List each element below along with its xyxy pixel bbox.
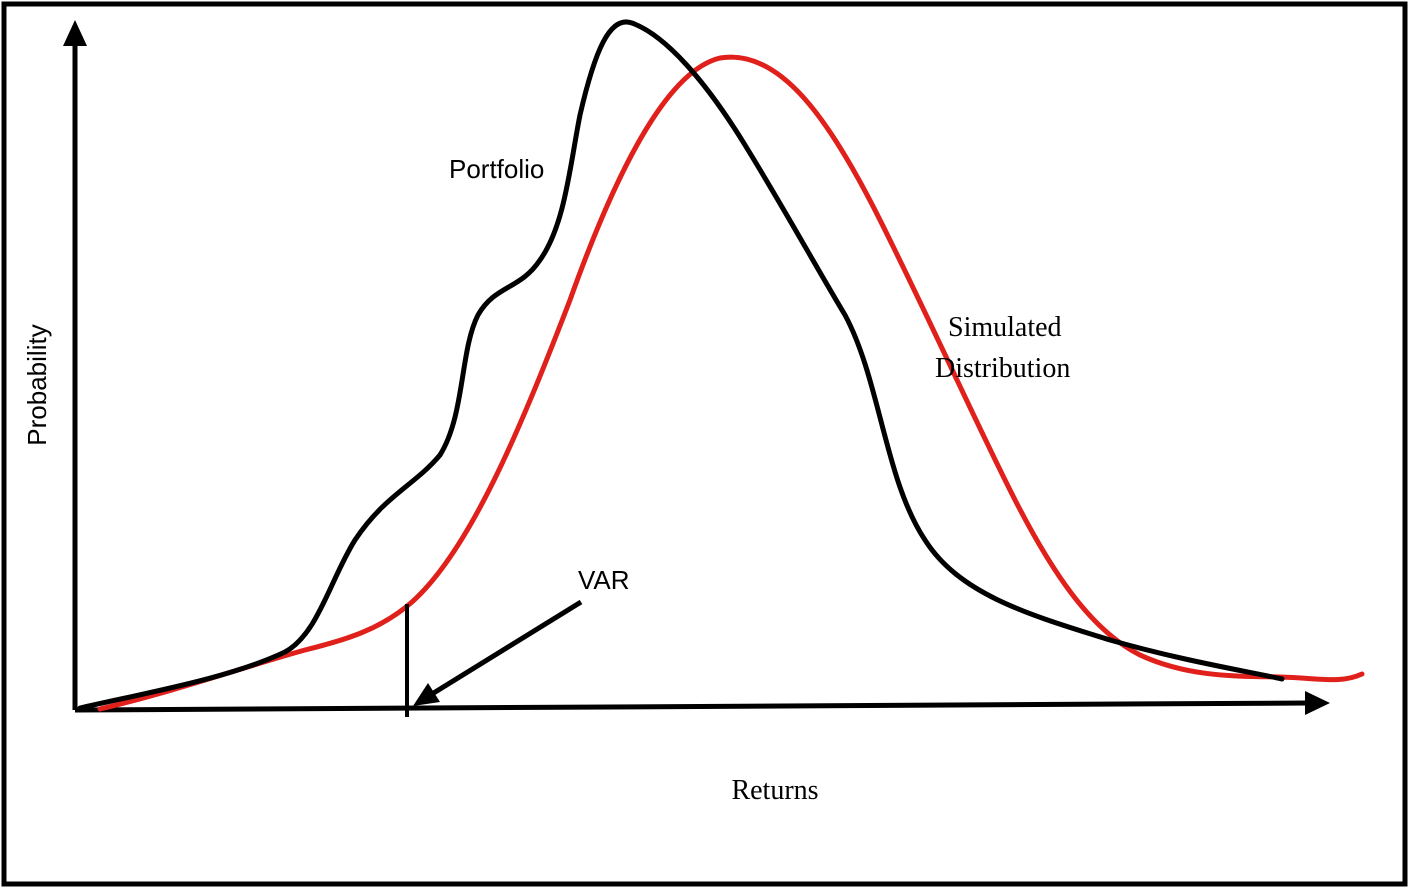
var-label: VAR bbox=[578, 565, 630, 595]
y-axis-arrowhead bbox=[63, 20, 87, 46]
portfolio-label: Portfolio bbox=[449, 154, 544, 184]
var-pointer-arrowhead bbox=[413, 683, 440, 706]
x-axis-label: Returns bbox=[731, 775, 818, 806]
simulated-label-line2: Distribution bbox=[935, 353, 1070, 384]
y-axis-label: Probability bbox=[22, 324, 52, 445]
portfolio-curve bbox=[77, 19, 1285, 711]
x-axis-line bbox=[74, 700, 1309, 713]
var-pointer-line bbox=[430, 599, 583, 697]
simulated-distribution-curve bbox=[97, 54, 1365, 712]
x-axis-arrowhead bbox=[1305, 691, 1330, 715]
simulated-label-line1: Simulated bbox=[948, 312, 1062, 343]
